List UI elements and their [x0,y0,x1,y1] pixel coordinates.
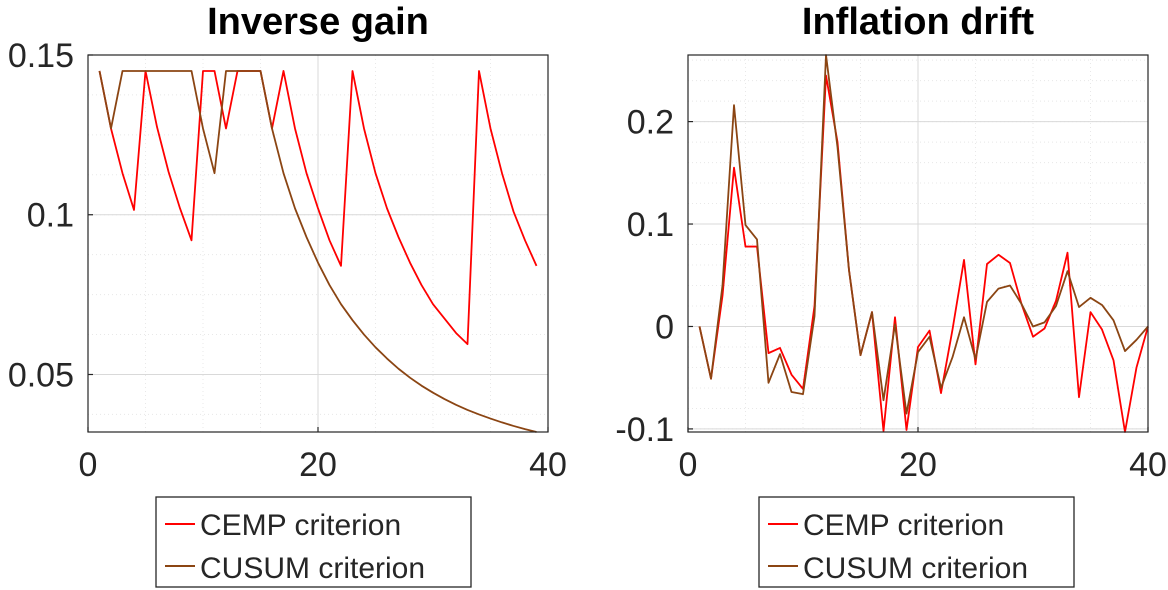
x-tick-label: 0 [679,446,698,484]
y-tick-label: 0 [655,308,674,346]
y-tick-label: 0.2 [627,104,674,142]
legend-label-cusum: CUSUM criterion [803,552,1028,585]
series-line-cemp [98,70,538,346]
chart-title: Inflation drift [802,1,1035,43]
x-tick-label: 0 [79,446,98,484]
legend: CEMP criterion CUSUM criterion [758,496,1075,588]
x-tick-label: 40 [529,446,567,484]
plot-area: 0 20 40-0.100.10.2 [615,54,1167,484]
legend-box [155,496,472,588]
y-tick-label: -0.1 [615,411,674,449]
y-tick-label: 0.15 [8,37,74,75]
y-tick-label: 0.1 [27,197,74,235]
legend-label-cemp: CEMP criterion [803,509,1004,542]
plot-area: 0 20 40 0.05 0.1 0.15 [8,37,567,484]
y-tick-label: 0.05 [8,356,74,394]
series-line-cusum [98,70,537,433]
panel-inflation-drift: Inflation drift 0 20 40-0.100.10.2 CEMP cr… [615,1,1167,588]
legend-box [758,496,1075,588]
x-tick-label: 20 [899,446,937,484]
legend-label-cemp: CEMP criterion [200,509,401,542]
series-line-cemp [698,74,1149,433]
y-tick-label: 0.1 [627,206,674,244]
panel-inverse-gain: Inverse gain 0 20 40 0.05 0.1 0.15 CEMP crite… [8,1,567,588]
x-tick-label: 20 [299,446,337,484]
legend-label-cusum: CUSUM criterion [200,552,425,585]
series-line-cusum [698,54,1149,415]
chart-title: Inverse gain [207,1,429,43]
legend: CEMP criterion CUSUM criterion [155,496,472,588]
x-tick-label: 40 [1129,446,1167,484]
